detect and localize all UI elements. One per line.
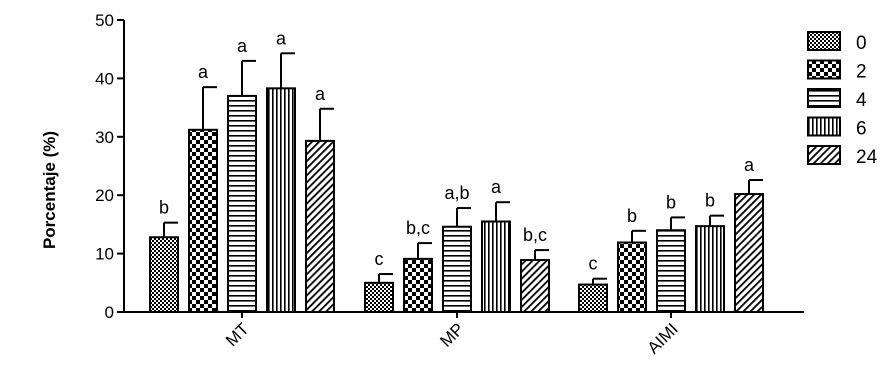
bar xyxy=(695,225,725,313)
bar xyxy=(481,220,511,313)
legend-swatch xyxy=(807,59,841,80)
legend-swatch xyxy=(807,88,841,108)
significance-label: c xyxy=(589,254,598,274)
significance-label: a xyxy=(315,84,326,104)
x-category-label: AIMI xyxy=(644,319,682,357)
bar xyxy=(656,229,686,314)
legend-label: 24 xyxy=(856,147,878,168)
significance-label: b xyxy=(666,192,676,212)
legend-label: 2 xyxy=(856,62,867,83)
y-axis: 0 10 20 30 40 50 xyxy=(95,11,125,322)
bar xyxy=(305,139,335,313)
significance-label: b xyxy=(627,206,637,226)
significance-label: a xyxy=(491,177,502,197)
significance-label: b xyxy=(705,191,715,211)
x-axis: MT MP AIMI xyxy=(124,311,804,358)
significance-label: b,c xyxy=(406,218,430,238)
bar xyxy=(188,128,218,313)
bar xyxy=(734,193,764,313)
legend-label: 6 xyxy=(856,119,867,140)
bar xyxy=(578,283,608,314)
y-tick-label: 10 xyxy=(95,245,114,264)
bars: b a a a a c b,c a,b a b,c c b b b a xyxy=(149,28,764,314)
legend-swatch xyxy=(807,116,841,137)
y-tick-label: 0 xyxy=(105,303,114,322)
legend-swatch xyxy=(807,145,841,165)
significance-label: a xyxy=(237,36,248,56)
bar xyxy=(266,87,296,313)
bar xyxy=(442,225,472,313)
bar xyxy=(149,236,179,313)
x-category-label: MT xyxy=(222,319,253,350)
y-tick-label: 40 xyxy=(95,69,114,88)
bar xyxy=(403,257,433,313)
significance-label: a xyxy=(744,155,755,175)
bar xyxy=(364,281,394,313)
significance-label: b xyxy=(159,198,169,218)
significance-label: c xyxy=(375,249,384,269)
x-category-label: MP xyxy=(436,319,467,350)
legend-label: 4 xyxy=(856,90,867,111)
significance-label: a xyxy=(276,28,287,48)
significance-label: a,b xyxy=(444,183,469,203)
legend-swatch xyxy=(807,31,841,51)
y-tick-label: 20 xyxy=(95,186,114,205)
bar xyxy=(617,241,647,313)
significance-label: b,c xyxy=(523,225,547,245)
bar xyxy=(227,94,257,313)
y-tick-label: 50 xyxy=(95,11,114,30)
bar xyxy=(520,259,550,313)
y-axis-title: Porcentaje (%) xyxy=(40,131,59,249)
legend-label: 0 xyxy=(856,33,867,54)
significance-label: a xyxy=(198,62,209,82)
y-tick-label: 30 xyxy=(95,128,114,147)
